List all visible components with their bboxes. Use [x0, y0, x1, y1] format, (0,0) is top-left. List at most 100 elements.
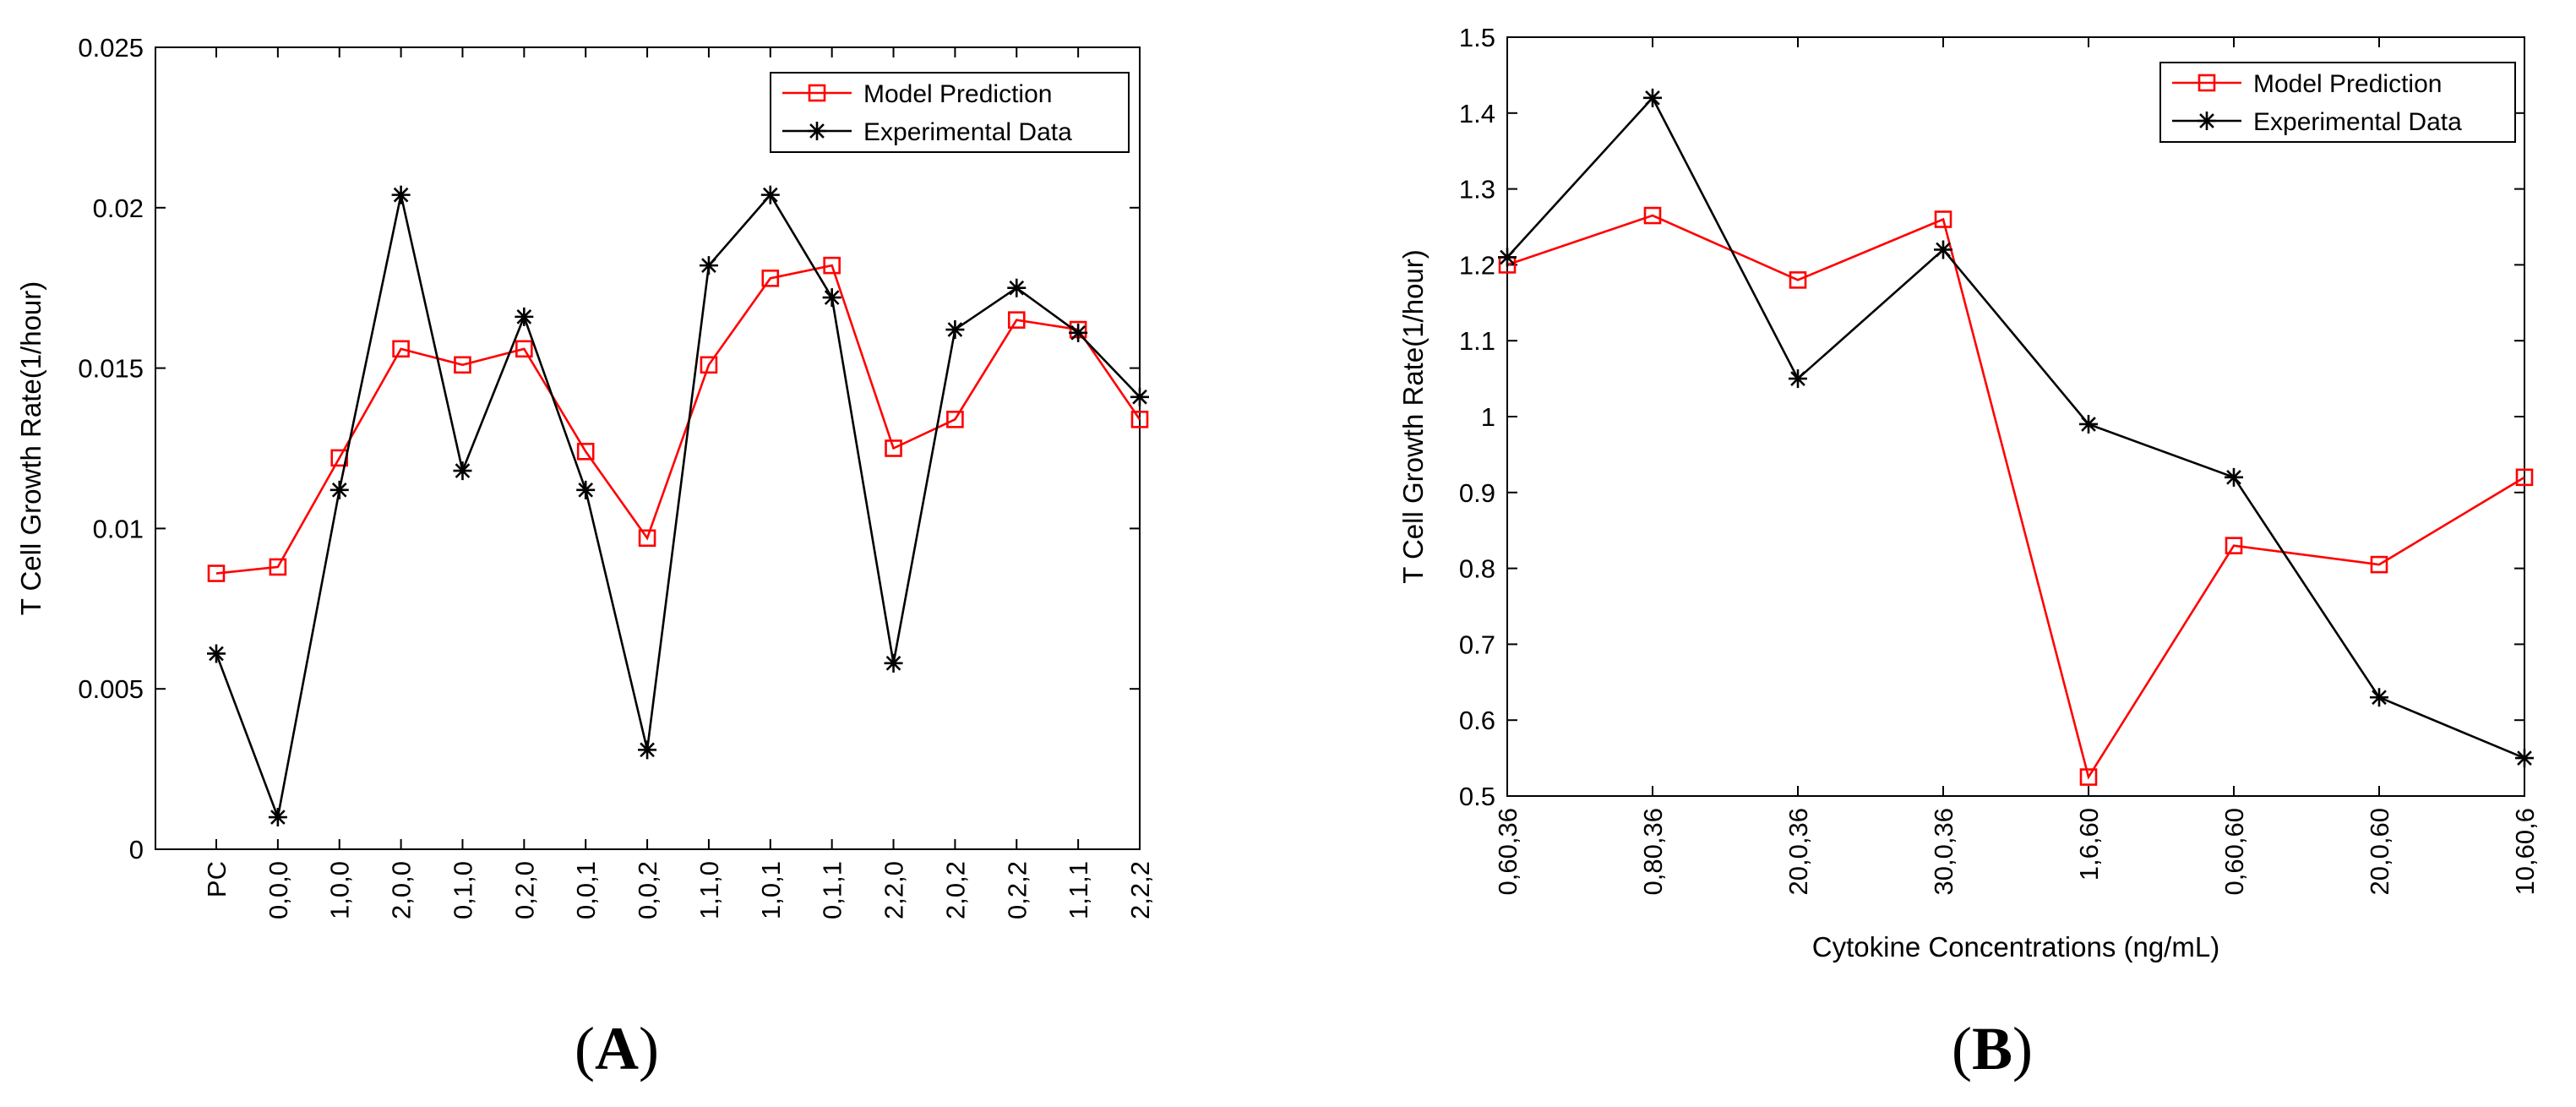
- experimental-point-stroke: [329, 480, 349, 499]
- y-tick-label: 1: [1481, 402, 1495, 432]
- legend-marker: [2197, 74, 2216, 92]
- experimental-point-stroke: [1130, 387, 1149, 406]
- y-tick-label: 0.6: [1459, 706, 1495, 735]
- y-tick-label: 1.1: [1459, 326, 1495, 356]
- plot-frame: [155, 46, 1141, 850]
- model-point: [1789, 271, 1807, 289]
- model-point: [638, 529, 656, 548]
- experimental-point-stroke: [1498, 248, 1517, 267]
- experimental-point: [329, 480, 349, 499]
- x-tick-label: 10,60,6: [2510, 808, 2540, 895]
- legend-entry: Model Prediction: [2253, 70, 2442, 98]
- x-tick-label: 0,0,2: [633, 861, 662, 919]
- y-tick-label: 0.7: [1459, 630, 1495, 659]
- x-tick-label: 2,2,0: [880, 861, 909, 919]
- model-point: [1934, 210, 1952, 228]
- series-line-experimental: [215, 193, 1141, 821]
- experimental-point-stroke: [576, 480, 596, 499]
- model-point: [454, 356, 471, 374]
- y-tick-label: 1.4: [1459, 99, 1495, 128]
- experimental-point-stroke: [884, 653, 903, 673]
- y-tick-label: 0.02: [93, 194, 144, 223]
- legend-marker: [808, 122, 826, 140]
- x-tick-label: 1,0,1: [756, 861, 786, 919]
- y-tick-label: 0.8: [1459, 554, 1495, 584]
- experimental-point: [1643, 88, 1662, 107]
- experimental-point: [699, 256, 718, 275]
- experimental-point-stroke: [945, 320, 965, 340]
- model-point: [1007, 311, 1026, 329]
- y-axis-label: T Cell Growth Rate(1/hour): [1397, 249, 1429, 584]
- experimental-point: [1789, 369, 1807, 389]
- x-axis-label: Cytokine Concentrations (ng/mL): [1812, 931, 2219, 962]
- model-point: [269, 558, 287, 576]
- model-point: [207, 564, 226, 582]
- x-tick-label: 1,1,1: [1064, 861, 1093, 919]
- experimental-point-stroke: [1007, 278, 1027, 297]
- experimental-point: [2225, 467, 2243, 487]
- y-tick-label: 0.005: [78, 674, 144, 704]
- series-line-model: [215, 264, 1141, 575]
- legend: Model Prediction Experimental Data: [770, 72, 1130, 153]
- legend-marker: [808, 84, 826, 102]
- model-point: [823, 256, 841, 275]
- experimental-point: [207, 644, 226, 663]
- experimental-point-stroke: [453, 461, 472, 481]
- experimental-point: [884, 653, 903, 673]
- legend-marker-stroke: [808, 122, 826, 140]
- model-point: [515, 340, 533, 358]
- legend-entry: Experimental Data: [2253, 108, 2462, 136]
- x-tick-label: 0,60,60: [2219, 808, 2249, 895]
- x-tick-label: 20,0,60: [2365, 808, 2394, 895]
- experimental-point: [1934, 240, 1952, 259]
- experimental-point: [760, 185, 780, 204]
- legend-box: [2159, 62, 2516, 143]
- y-tick-label: 0.01: [93, 514, 144, 543]
- experimental-point-stroke: [2079, 414, 2098, 434]
- legend-marker-stroke: [2197, 112, 2216, 130]
- experimental-point-stroke: [515, 307, 534, 326]
- y-tick-label: 1.5: [1459, 23, 1495, 52]
- legend: Model Prediction Experimental Data: [2159, 62, 2516, 143]
- experimental-point-stroke: [1643, 88, 1662, 107]
- x-tick-label: 0,60,36: [1493, 808, 1522, 895]
- series-line-model: [1506, 214, 2525, 780]
- legend-entry: Model Prediction: [863, 80, 1052, 108]
- model-point: [2370, 555, 2388, 574]
- experimental-point-stroke: [760, 185, 780, 204]
- experimental-point-stroke: [1069, 323, 1088, 342]
- experimental-point: [945, 320, 965, 340]
- model-point: [576, 442, 595, 461]
- panel-label-a: (A): [575, 1015, 659, 1082]
- series-line-experimental: [1506, 95, 2525, 760]
- x-tick-label: 0,1,0: [448, 861, 477, 919]
- x-tick-label: 0,0,1: [571, 861, 601, 919]
- panel-label-b: (B): [1952, 1015, 2033, 1082]
- legend-entry: Experimental Data: [863, 118, 1072, 146]
- experimental-point: [1130, 387, 1149, 406]
- legend-box: [770, 72, 1130, 153]
- plot-frame: [1506, 36, 2525, 797]
- experimental-point-stroke: [822, 288, 841, 308]
- x-tick-label: 1,6,60: [2074, 808, 2104, 881]
- y-tick-label: 1.3: [1459, 175, 1495, 204]
- y-tick-label: 0.025: [78, 33, 144, 63]
- x-tick-label: 20,0,36: [1784, 808, 1813, 895]
- model-point: [2079, 768, 2098, 786]
- experimental-point-stroke: [2225, 467, 2243, 487]
- model-point: [2515, 468, 2534, 487]
- experimental-point: [453, 461, 472, 481]
- x-tick-label: 2,0,0: [387, 861, 417, 919]
- chart-a: 0 0.005 0.01 0.015 0.02 0.025 PC 0,0,0 1,0,0 2,0,…: [15, 33, 1155, 919]
- experimental-point: [1498, 248, 1517, 267]
- y-tick-label: 0.015: [78, 354, 144, 384]
- y-tick-label: 1.2: [1459, 250, 1495, 280]
- experimental-point-stroke: [699, 256, 718, 275]
- x-tick-label: 2,0,2: [940, 861, 970, 919]
- experimental-point: [391, 185, 411, 204]
- experimental-point-stroke: [2515, 749, 2534, 768]
- y-tick-label: 0.5: [1459, 782, 1495, 811]
- x-tick-label: 30,0,36: [1929, 808, 1958, 895]
- experimental-point: [515, 307, 534, 326]
